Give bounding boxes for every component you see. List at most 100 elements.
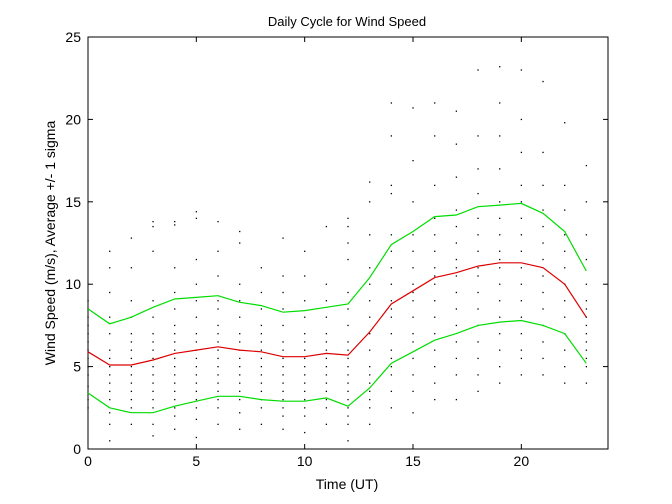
data-point <box>109 357 111 360</box>
data-point <box>412 201 414 203</box>
data-point <box>542 209 544 211</box>
data-point <box>347 374 349 376</box>
data-point <box>347 308 349 310</box>
data-point <box>499 168 501 170</box>
data-point <box>304 300 306 302</box>
data-point <box>130 341 133 343</box>
data-point <box>174 428 176 430</box>
data-point <box>499 366 501 368</box>
data-point <box>109 267 111 269</box>
data-point <box>390 267 393 269</box>
data-point <box>390 333 393 335</box>
data-point <box>412 374 414 376</box>
data-point <box>347 349 349 351</box>
data-point <box>325 382 328 384</box>
data-point <box>499 250 501 252</box>
data-point <box>390 390 393 393</box>
data-point <box>325 333 328 335</box>
data-point <box>347 407 349 409</box>
data-point <box>369 349 371 351</box>
data-point <box>542 225 544 228</box>
data-point <box>195 436 198 439</box>
data-point <box>174 324 176 327</box>
data-point <box>347 291 349 294</box>
y-tick-label: 10 <box>65 276 81 292</box>
data-point <box>585 283 588 285</box>
data-point <box>282 349 284 351</box>
data-point <box>239 390 241 393</box>
data-point <box>542 308 544 310</box>
data-point <box>282 428 284 430</box>
data-point <box>239 428 241 430</box>
data-point <box>195 333 198 335</box>
data-point <box>347 415 349 417</box>
data-point <box>347 341 349 343</box>
data-point <box>195 300 198 302</box>
data-point <box>304 341 306 343</box>
data-point <box>304 366 306 368</box>
data-point <box>369 333 371 335</box>
data-point <box>152 250 154 252</box>
data-point <box>195 418 198 421</box>
data-point <box>152 220 154 223</box>
data-point <box>369 382 371 384</box>
data-point <box>87 398 89 401</box>
data-point <box>390 184 393 187</box>
data-point <box>109 333 111 335</box>
data-point <box>390 349 393 351</box>
y-tick-label: 0 <box>73 441 81 457</box>
data-point <box>564 349 566 351</box>
data-point <box>174 374 176 376</box>
data-point <box>87 407 89 409</box>
data-point <box>174 407 176 409</box>
data-point <box>585 349 588 351</box>
data-point <box>585 316 588 318</box>
data-point <box>477 341 479 343</box>
data-point <box>304 415 306 417</box>
data-point <box>369 423 371 425</box>
data-point <box>499 382 501 384</box>
data-point <box>542 275 544 277</box>
data-point <box>87 366 89 368</box>
data-point <box>130 390 133 393</box>
data-point <box>304 275 306 277</box>
data-point <box>412 341 414 343</box>
data-point <box>130 237 133 239</box>
data-point <box>564 316 566 318</box>
data-point <box>499 316 501 318</box>
data-point <box>217 398 219 401</box>
data-point <box>477 308 479 310</box>
data-point <box>282 291 284 294</box>
data-point <box>130 407 133 409</box>
data-point <box>390 102 393 104</box>
data-point <box>585 201 588 203</box>
data-point <box>239 333 241 335</box>
data-point <box>217 390 219 393</box>
data-point <box>347 382 349 384</box>
data-point <box>390 250 393 252</box>
data-point <box>412 390 414 393</box>
data-point <box>282 237 284 239</box>
data-point <box>195 258 198 261</box>
data-point <box>217 324 219 327</box>
data-point <box>282 324 284 327</box>
data-point <box>455 275 458 277</box>
data-point <box>152 225 154 228</box>
data-point <box>542 151 544 154</box>
data-point <box>542 374 544 376</box>
data-point <box>109 382 111 384</box>
data-point <box>152 357 154 360</box>
data-point <box>412 250 414 252</box>
data-point <box>564 122 566 124</box>
data-point <box>174 349 176 351</box>
data-point <box>282 382 284 384</box>
data-point <box>369 407 371 409</box>
data-point <box>412 357 414 360</box>
data-point <box>477 69 479 71</box>
upper-sigma-line <box>87 202 587 325</box>
data-point <box>130 357 133 360</box>
data-point <box>174 390 176 393</box>
data-point <box>260 324 263 327</box>
data-point <box>564 234 566 236</box>
